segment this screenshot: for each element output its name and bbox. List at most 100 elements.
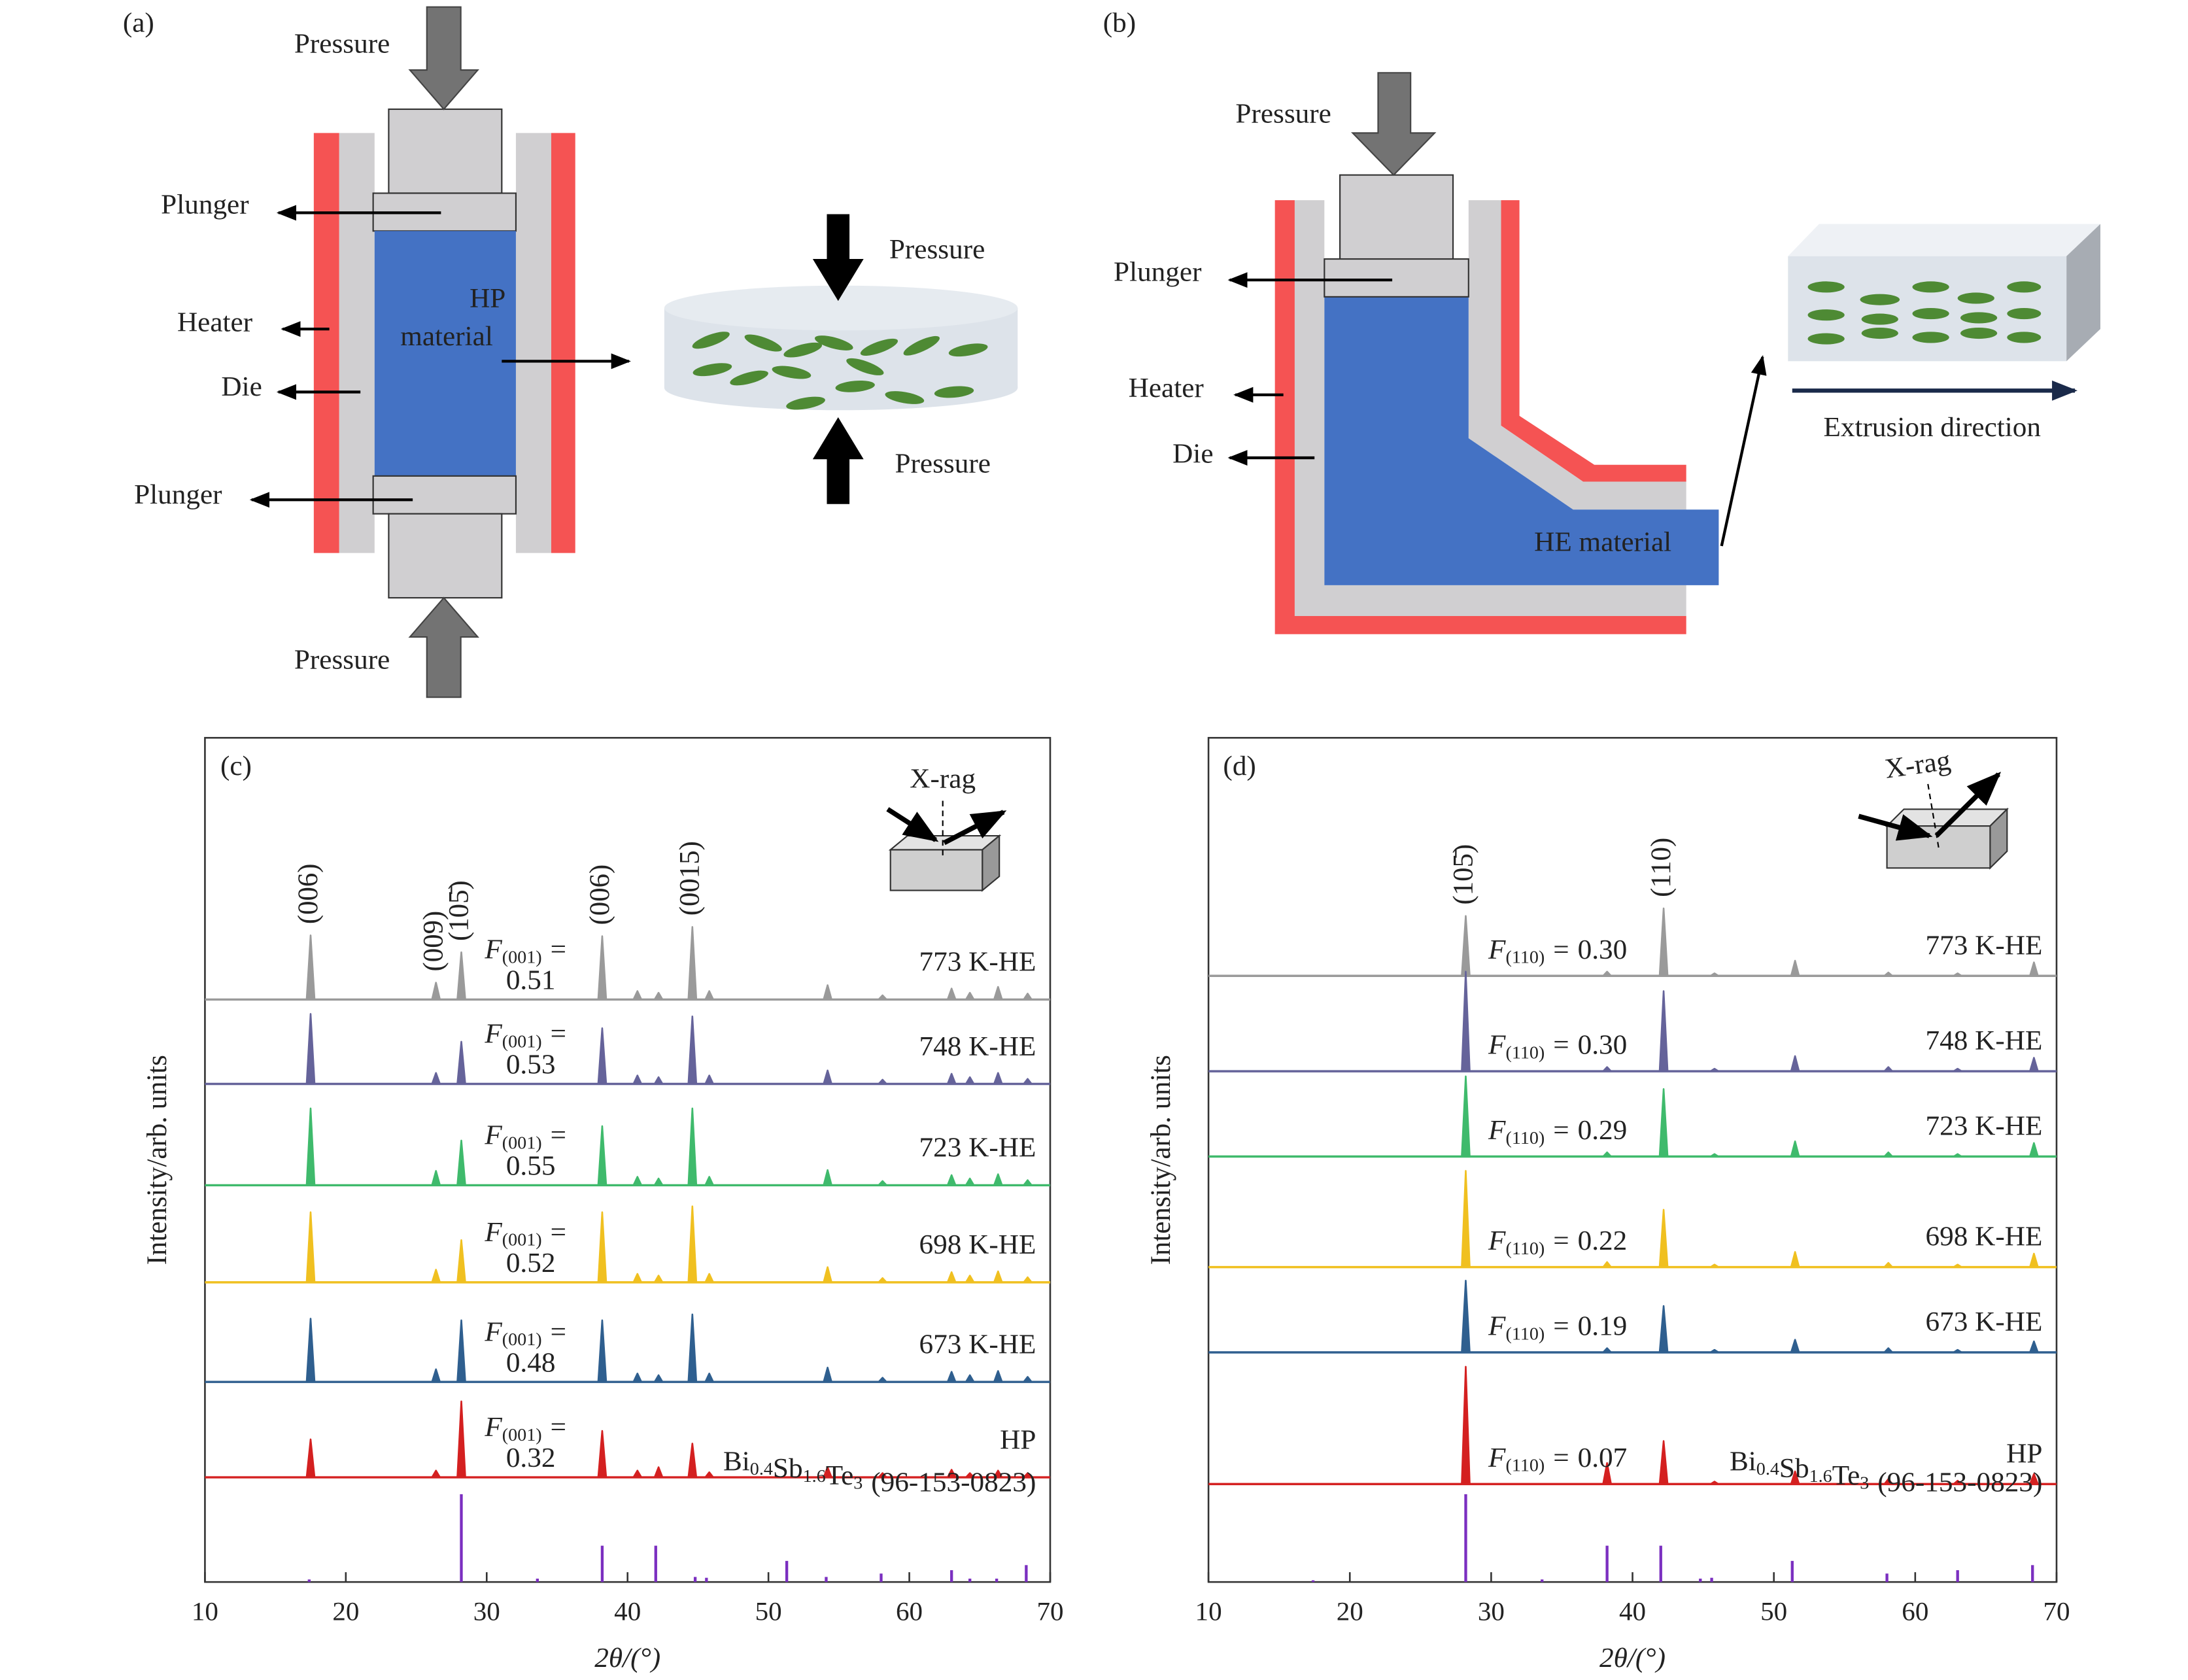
peak: [704, 1273, 714, 1283]
factor-relation: =: [551, 1412, 566, 1443]
peak: [431, 1269, 441, 1283]
factor-label: F(001) =: [484, 1019, 566, 1052]
factor-value: 0.51: [506, 965, 556, 996]
reference-label: Bi0.4Sb1.6Te3 (96-153-0823): [1730, 1446, 2042, 1498]
peak: [1023, 1078, 1033, 1085]
peak: [1710, 1263, 1719, 1268]
peak: [632, 1372, 642, 1382]
peak: [632, 1273, 642, 1283]
x-tick-label: 70: [1036, 1597, 1063, 1626]
peak: [1710, 1348, 1719, 1354]
factor-label: F(110) = 0.30: [1488, 1030, 1627, 1063]
peak: [1953, 1067, 1962, 1072]
series-label: 723 K-HE: [1925, 1111, 2042, 1142]
peak: [653, 1374, 664, 1382]
series-label: 773 K-HE: [1925, 930, 2042, 961]
panel-label: (a): [123, 8, 154, 39]
peak: [632, 1469, 642, 1478]
reference-code: (96-153-0823): [871, 1467, 1036, 1498]
peak: [1883, 1261, 1893, 1268]
peak: [946, 1371, 957, 1382]
x-tick-label: 40: [614, 1597, 641, 1626]
peak: [1953, 972, 1962, 977]
peak: [878, 1078, 887, 1085]
peak: [1461, 915, 1471, 976]
arrow: [1720, 354, 1767, 547]
label: Plunger: [134, 479, 222, 510]
peak: [1023, 1472, 1033, 1478]
peak: [687, 1205, 698, 1282]
peak: [823, 1069, 832, 1084]
peak: [823, 1366, 832, 1382]
factor-label: F(001) =: [484, 1316, 566, 1350]
material: [1324, 296, 1719, 585]
peak: [965, 1076, 975, 1085]
peak: [1790, 959, 1800, 976]
peak: [1658, 990, 1669, 1072]
peak-label: (105̄): [1448, 844, 1479, 905]
peak: [1710, 972, 1719, 977]
factor-label: F(001) =: [484, 1120, 566, 1154]
pressure-arrow: [812, 214, 864, 301]
peak: [1658, 1305, 1669, 1353]
factor-symbol: F: [484, 1217, 502, 1248]
factor-subscript: (001): [502, 1425, 542, 1445]
x-tick-label: 50: [755, 1597, 782, 1626]
panel-label: (b): [1103, 8, 1136, 39]
x-axis-label: 2θ/(°): [594, 1643, 660, 1673]
label: Plunger: [1114, 257, 1201, 288]
peak-label: (009): [418, 911, 449, 972]
peak: [965, 991, 975, 1001]
factor-relation: =: [1553, 1226, 1569, 1256]
inset-label: X-rag: [910, 764, 976, 795]
y-axis-label: Intensity/arb. units: [1146, 1055, 1176, 1265]
peak: [1602, 1347, 1612, 1353]
peak: [1023, 1179, 1033, 1186]
peak: [1953, 1479, 1962, 1485]
peak: [305, 934, 316, 1000]
pressure-arrow: [408, 6, 479, 111]
plunger-plate: [1324, 258, 1469, 298]
factor-subscript: (110): [1505, 1456, 1545, 1476]
chart: (c) X-rag 10 20 30 40 50 60 70 2θ/(°) Intensity/ar…: [142, 736, 1064, 1673]
peak: [632, 1074, 642, 1085]
peak: [597, 1319, 607, 1382]
peak: [1883, 1066, 1893, 1072]
peak: [1602, 1066, 1612, 1072]
factor-subscript: (110): [1505, 1128, 1545, 1148]
factor-value: 0.55: [506, 1151, 556, 1182]
factor-relation: =: [551, 1217, 566, 1248]
peak: [1602, 1151, 1612, 1157]
series-label: 673 K-HE: [1925, 1307, 2042, 1337]
peak: [965, 1472, 975, 1478]
x-tick-label: 30: [473, 1597, 500, 1626]
label: material: [400, 321, 493, 352]
peak: [1883, 1151, 1893, 1157]
peak: [305, 1013, 316, 1084]
factor-subscript: (001): [502, 1230, 542, 1250]
formula-subscript: 1.6: [803, 1466, 826, 1486]
label: Die: [221, 371, 262, 402]
plunger: [1339, 174, 1454, 260]
label: Plunger: [161, 190, 248, 220]
peak: [653, 1076, 664, 1085]
factor-value: 0.52: [506, 1248, 556, 1278]
label: HE material: [1534, 527, 1671, 558]
label: Pressure: [895, 449, 990, 479]
reference-code: (96-153-0823): [1877, 1467, 2042, 1498]
x-axis-label: 2θ/(°): [1599, 1643, 1666, 1673]
peak: [1023, 1276, 1033, 1283]
formula-element: Bi: [1730, 1446, 1756, 1477]
sample-top: [1788, 224, 2100, 256]
peak: [965, 1275, 975, 1283]
peak: [653, 1177, 664, 1186]
peak: [2029, 1057, 2039, 1072]
label: Die: [1172, 439, 1213, 470]
factor-label: F(110) = 0.19: [1488, 1311, 1627, 1345]
x-tick-label: 20: [1337, 1597, 1363, 1626]
factor-relation: =: [1553, 1311, 1569, 1342]
factor-symbol: F: [1488, 1226, 1506, 1256]
panel-label: (c): [220, 751, 252, 781]
x-tick-label: 60: [1902, 1597, 1928, 1626]
peak: [1790, 1251, 1800, 1267]
